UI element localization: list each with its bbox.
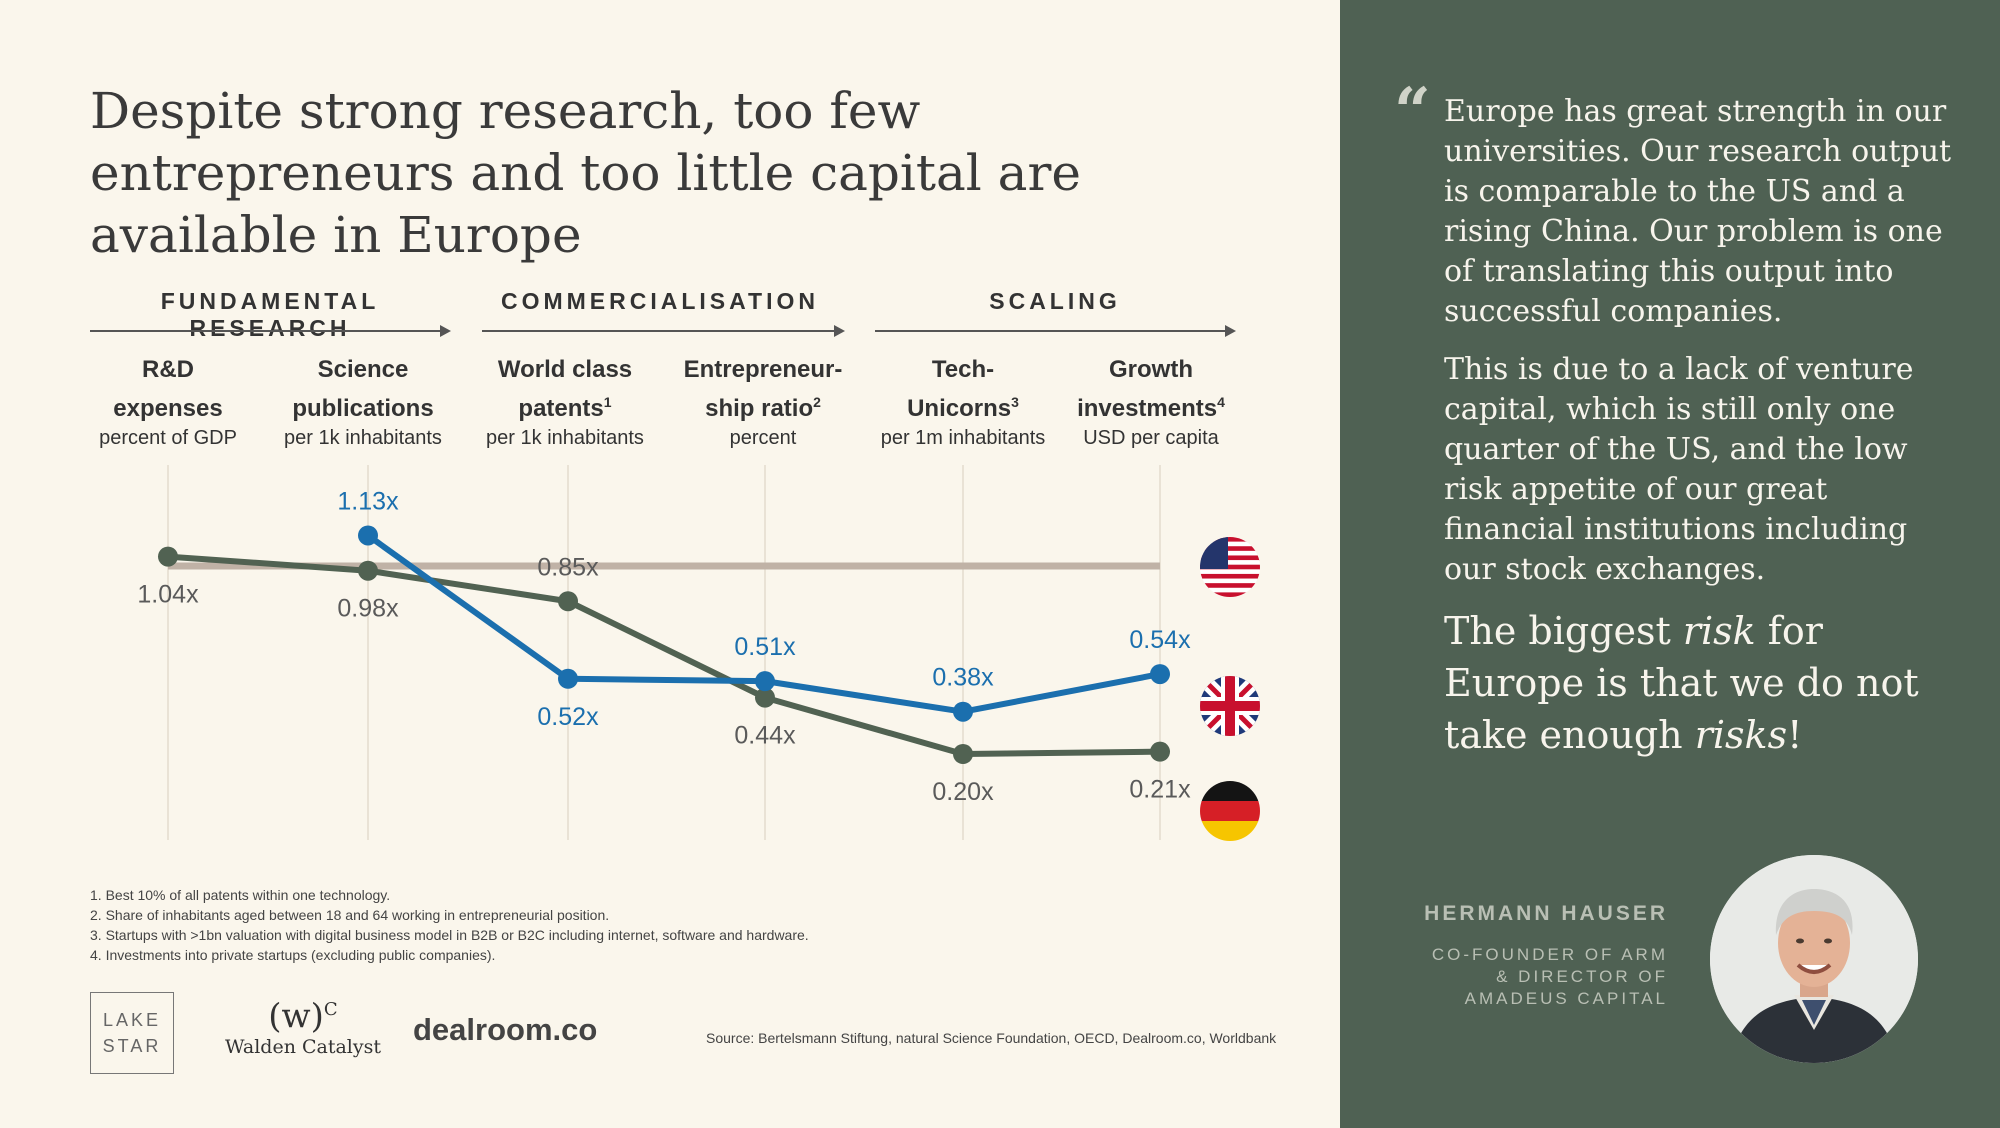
walden-catalyst-logo: (w)C Walden Catalyst [225,990,381,1058]
data-point-uk [558,668,578,689]
author-portrait-icon [1710,855,1918,1063]
data-point-germany [558,591,578,612]
data-label-germany: 0.20x [932,778,994,806]
data-label-germany: 0.98x [337,595,399,623]
metric-name: World class patents [497,356,633,422]
lakestar-logo-line1: LAKE [102,1010,162,1030]
data-point-uk [953,701,973,722]
uk-flag-icon [1200,676,1260,736]
quote-mark-icon: “ [1394,74,1431,149]
data-point-germany [1150,741,1170,762]
data-label-germany: 0.44x [734,722,796,750]
footnote-2: 2. Share of inhabitants aged between 18 … [90,907,610,923]
quote-highlight-part: The biggest [1444,609,1683,653]
data-label-uk: 0.51x [734,633,796,661]
data-label-uk: 0.54x [1129,626,1191,654]
walden-name: Walden Catalyst [225,1036,381,1059]
us-flag-icon [1200,537,1260,597]
quote-highlight-emphasis: risks [1694,713,1788,757]
quote-highlight: The biggest risk for Europe is that we d… [1444,605,1954,761]
metric-footnote-mark: 4 [1217,394,1225,410]
metric-unit: percent of GDP [99,427,237,449]
metric-unit: per 1m inhabitants [880,427,1046,449]
metric-name: R&D expenses [113,356,223,422]
data-label-germany: 1.04x [137,581,199,609]
page-title: Despite strong research, too few entrepr… [90,82,1081,264]
metric-name: Growth investments [1077,356,1218,422]
stage-arrow-head-2 [834,325,845,337]
germany-flag-icon [1200,781,1260,841]
metric-unit: per 1k inhabitants [284,427,442,449]
metric-rd-expenses: R&D expenses percent of GDP [73,354,263,451]
line-chart: 1.13x 0.52x 0.51x 0.38x 0.54x 1.04x 0.98x 0.85x… [137,465,1260,841]
metric-science-publications: Science publications per 1k inhabitants [268,354,458,451]
metric-name: Entrepreneur- ship ratio [683,356,843,422]
dealroom-logo: dealroom.co [413,1012,598,1047]
quote-paragraph-2: This is due to a lack of venture capital… [1444,352,1914,587]
data-point-uk [1150,664,1170,685]
data-point-germany [755,687,775,708]
metric-footnote-mark: 1 [603,394,612,410]
quote-paragraph-1: Europe has great strength in our univers… [1444,94,1952,329]
metric-name: Science publications [292,356,434,422]
stage-arrow-1 [90,330,440,332]
metric-name: Tech- Unicorns [907,356,1012,422]
lakestar-logo-line2: STAR [102,1036,162,1056]
stage-arrow-2 [482,330,834,332]
metric-footnote-mark: 2 [813,394,821,410]
metric-unit: percent [729,427,797,449]
metric-entrepreneurship-ratio: Entrepreneur- ship ratio2 percent [668,354,858,451]
data-point-germany [358,560,378,581]
data-point-uk [358,525,378,546]
quote-highlight-part: for Europe is that we do not take enough [1444,609,1919,757]
stage-arrow-head-3 [1225,325,1236,337]
footnote-4: 4. Investments into private startups (ex… [90,947,496,963]
metric-unit: USD per capita [1083,427,1219,449]
author-photo [1710,855,1918,1063]
data-label-germany: 0.85x [537,553,599,581]
stage-arrow-3 [875,330,1225,332]
quote-highlight-emphasis: risk [1682,609,1756,653]
data-point-uk [755,671,775,692]
author-name: HERMANN HAUSER [1424,902,1668,925]
metric-world-class-patents: World class patents1 per 1k inhabitants [470,354,660,451]
footnote-3: 3. Startups with >1bn valuation with dig… [90,927,809,943]
stage-fundamental-research: FUNDAMENTAL RESEARCH [160,288,380,341]
metric-unit: per 1k inhabitants [486,427,644,449]
stage-scaling: SCALING [989,288,1121,314]
metric-tech-unicorns: Tech- Unicorns3 per 1m inhabitants [868,354,1058,451]
data-label-germany: 0.21x [1129,776,1191,804]
footnote-1: 1. Best 10% of all patents within one te… [90,887,391,903]
metric-growth-investments: Growth investments4 USD per capita [1056,354,1246,451]
data-label-uk: 0.52x [537,703,599,731]
metric-footnote-mark: 3 [1011,394,1019,410]
walden-mark: (w) [268,996,324,1037]
data-label-uk: 0.38x [932,664,994,692]
data-point-germany [953,744,973,764]
data-point-germany [158,546,178,567]
stage-arrow-head-1 [440,325,451,337]
walden-mark-sup: C [323,999,338,1020]
lakestar-logo: LAKE STAR [90,992,174,1074]
stage-commercialisation: COMMERCIALISATION [500,288,819,314]
footnotes: 1. Best 10% of all patents within one te… [90,885,809,965]
quote-highlight-part: ! [1787,713,1803,757]
data-label-uk: 1.13x [337,487,399,515]
source-note: Source: Bertelsmann Stiftung, natural Sc… [706,1030,1277,1046]
series-line-germany [167,553,1161,757]
author-role: CO-FOUNDER OF ARM & DIRECTOR OF AMADEUS … [1431,945,1668,1008]
